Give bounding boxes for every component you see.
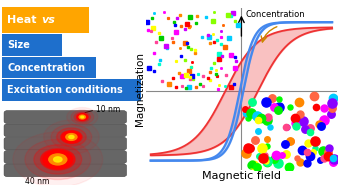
Circle shape (13, 132, 103, 187)
FancyBboxPatch shape (4, 151, 126, 163)
Circle shape (25, 139, 91, 180)
FancyBboxPatch shape (2, 79, 141, 101)
FancyBboxPatch shape (4, 164, 126, 177)
Circle shape (77, 114, 87, 120)
Y-axis label: Magnetization: Magnetization (135, 52, 145, 126)
Text: 10 nm: 10 nm (96, 105, 120, 114)
FancyBboxPatch shape (2, 57, 96, 78)
Text: Size: Size (7, 40, 30, 50)
Circle shape (61, 130, 82, 143)
FancyBboxPatch shape (2, 34, 62, 56)
Circle shape (76, 113, 88, 121)
Circle shape (62, 131, 81, 143)
Text: 40 nm: 40 nm (25, 177, 50, 186)
Text: Concentration: Concentration (7, 63, 85, 73)
Circle shape (44, 120, 99, 154)
Circle shape (40, 149, 75, 170)
Circle shape (66, 134, 77, 140)
FancyBboxPatch shape (4, 137, 126, 150)
Text: Excitation conditions: Excitation conditions (7, 85, 123, 95)
Circle shape (79, 115, 85, 119)
Circle shape (71, 110, 94, 124)
Circle shape (34, 145, 82, 174)
Circle shape (81, 116, 84, 118)
Text: Heat: Heat (7, 15, 41, 25)
X-axis label: Magnetic field: Magnetic field (202, 171, 281, 181)
FancyBboxPatch shape (4, 111, 126, 123)
Circle shape (74, 112, 90, 122)
Text: vs: vs (41, 15, 55, 25)
FancyBboxPatch shape (2, 7, 89, 33)
Text: Concentration: Concentration (245, 10, 305, 19)
FancyBboxPatch shape (4, 124, 126, 137)
Circle shape (67, 108, 98, 126)
Circle shape (54, 157, 62, 162)
Circle shape (51, 125, 92, 149)
Circle shape (56, 128, 86, 146)
Circle shape (69, 135, 74, 139)
Circle shape (49, 154, 67, 165)
Circle shape (43, 150, 73, 169)
